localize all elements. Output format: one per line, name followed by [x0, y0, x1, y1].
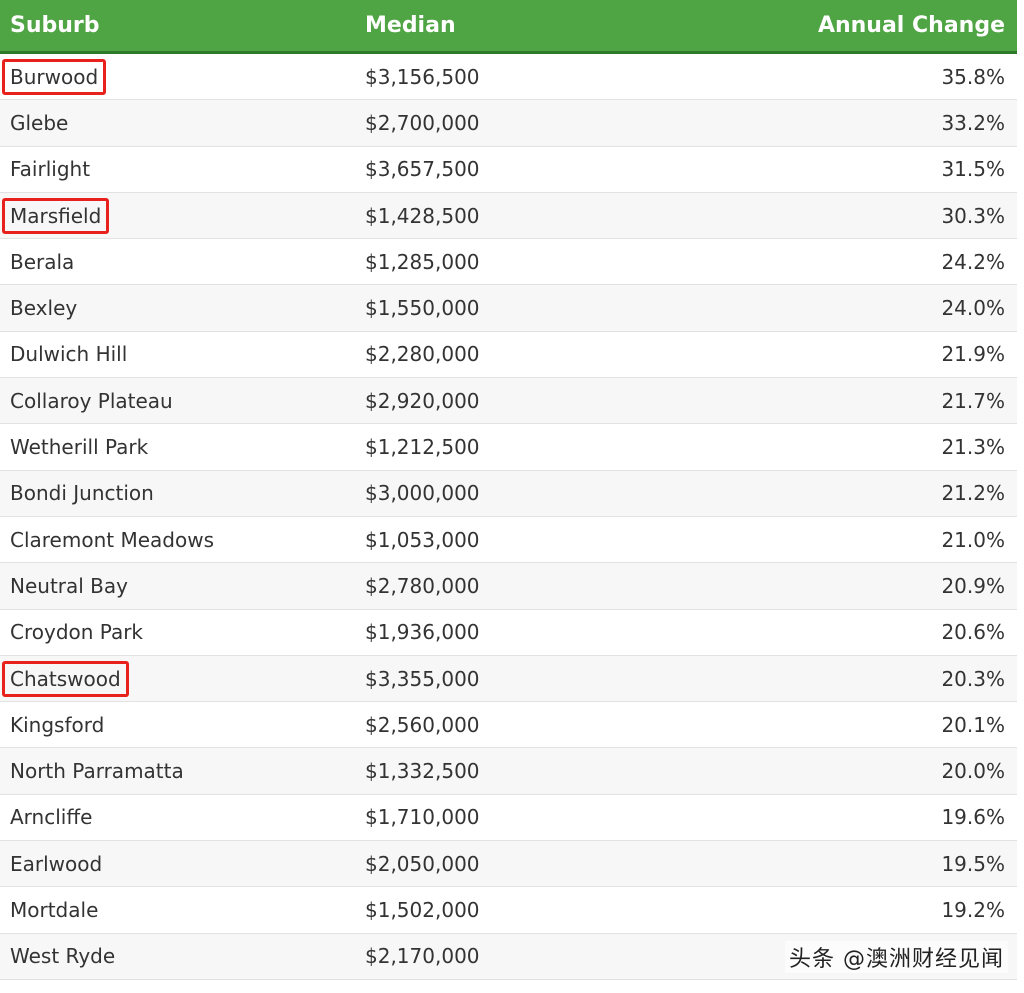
median-cell: $1,428,500: [365, 203, 480, 228]
median-cell: $2,280,000: [365, 342, 480, 367]
suburb-cell: Wetherill Park: [10, 435, 149, 460]
median-cell: $2,920,000: [365, 388, 480, 413]
median-cell: $2,560,000: [365, 712, 480, 737]
annual-change-cell: 21.9%: [941, 342, 1005, 367]
suburb-cell: Chatswood: [10, 666, 121, 691]
suburb-cell: Mortdale: [10, 897, 99, 922]
median-cell: $1,936,000: [365, 620, 480, 645]
annual-change-cell: 20.9%: [941, 573, 1005, 598]
table-row: Chatswood $3,355,000 20.3%: [0, 655, 1017, 703]
table-row: Kingsford $2,560,000 20.1%: [0, 702, 1017, 749]
median-cell: $3,657,500: [365, 157, 480, 182]
suburb-cell: Collaroy Plateau: [10, 388, 173, 413]
suburb-cell: Neutral Bay: [10, 573, 128, 598]
suburb-cell: Marsfield: [10, 203, 102, 228]
table-row: Bexley $1,550,000 24.0%: [0, 285, 1017, 332]
suburb-cell: Kingsford: [10, 712, 105, 737]
table-row: Bondi Junction $3,000,000 21.2%: [0, 470, 1017, 517]
table-row: Mortdale $1,502,000 19.2%: [0, 887, 1017, 934]
header-annual-change[interactable]: Annual Change: [817, 13, 1005, 38]
annual-change-cell: 19.2%: [941, 897, 1005, 922]
median-cell: $2,700,000: [365, 110, 480, 135]
annual-change-cell: 24.0%: [941, 296, 1005, 321]
suburb-cell: Berala: [10, 249, 75, 274]
suburb-cell: Claremont Meadows: [10, 527, 214, 552]
table-row: Fairlight $3,657,500 31.5%: [0, 147, 1017, 193]
table-row: Glebe $2,700,000 33.2%: [0, 100, 1017, 147]
median-cell: $1,502,000: [365, 897, 480, 922]
median-cell: $2,780,000: [365, 573, 480, 598]
annual-change-cell: 20.0%: [941, 759, 1005, 784]
suburb-cell: Earlwood: [10, 851, 103, 876]
median-cell: $2,170,000: [365, 944, 480, 969]
annual-change-cell: 20.6%: [941, 620, 1005, 645]
table-row: Earlwood $2,050,000 19.5%: [0, 841, 1017, 888]
annual-change-cell: 19.6%: [941, 805, 1005, 830]
suburb-cell: West Ryde: [10, 944, 116, 969]
median-cell: $1,710,000: [365, 805, 480, 830]
median-cell: $3,355,000: [365, 666, 480, 691]
annual-change-cell: 21.2%: [941, 481, 1005, 506]
annual-change-cell: 21.7%: [941, 388, 1005, 413]
median-cell: $1,053,000: [365, 527, 480, 552]
median-cell: $2,050,000: [365, 851, 480, 876]
table-row: Arncliffe $1,710,000 19.6%: [0, 795, 1017, 842]
table-row: Croydon Park $1,936,000 20.6%: [0, 610, 1017, 656]
suburb-cell: Dulwich Hill: [10, 342, 128, 367]
suburb-cell: Croydon Park: [10, 620, 144, 645]
table-header: Suburb Median Annual Change: [0, 0, 1017, 54]
annual-change-cell: 30.3%: [941, 203, 1005, 228]
median-cell: $1,550,000: [365, 296, 480, 321]
table-row: Marsfield $1,428,500 30.3%: [0, 192, 1017, 240]
header-suburb[interactable]: Suburb: [10, 13, 100, 38]
annual-change-cell: 20.1%: [941, 712, 1005, 737]
suburb-cell: Bexley: [10, 296, 78, 321]
suburb-cell: Burwood: [10, 64, 99, 89]
suburb-cell: Bondi Junction: [10, 481, 154, 506]
table-row: Neutral Bay $2,780,000 20.9%: [0, 563, 1017, 610]
median-cell: $3,000,000: [365, 481, 480, 506]
table-row: Collaroy Plateau $2,920,000 21.7%: [0, 378, 1017, 425]
annual-change-cell: 31.5%: [941, 157, 1005, 182]
table-row: Dulwich Hill $2,280,000 21.9%: [0, 332, 1017, 379]
median-cell: $3,156,500: [365, 64, 480, 89]
table-row: Wetherill Park $1,212,500 21.3%: [0, 424, 1017, 471]
suburb-cell: North Parramatta: [10, 759, 184, 784]
suburb-cell: Fairlight: [10, 157, 91, 182]
annual-change-cell: 24.2%: [941, 249, 1005, 274]
annual-change-cell: 35.8%: [941, 64, 1005, 89]
suburb-cell: Glebe: [10, 110, 69, 135]
annual-change-cell: 21.0%: [941, 527, 1005, 552]
median-cell: $1,332,500: [365, 759, 480, 784]
annual-change-cell: 19.5%: [941, 851, 1005, 876]
suburb-cell: Arncliffe: [10, 805, 93, 830]
table-row: Burwood $3,156,500 35.8%: [0, 54, 1017, 101]
table-row: Berala $1,285,000 24.2%: [0, 239, 1017, 286]
annual-change-cell: 33.2%: [941, 110, 1005, 135]
annual-change-cell: 21.3%: [941, 435, 1005, 460]
watermark: 头条 @澳洲财经见闻: [785, 941, 1008, 973]
table-row: North Parramatta $1,332,500 20.0%: [0, 748, 1017, 795]
median-cell: $1,285,000: [365, 249, 480, 274]
header-median[interactable]: Median: [365, 13, 456, 38]
median-cell: $1,212,500: [365, 435, 480, 460]
table-body: Burwood $3,156,500 35.8% Glebe $2,700,000 33.…: [0, 54, 1017, 980]
table-row: Claremont Meadows $1,053,000 21.0%: [0, 517, 1017, 564]
annual-change-cell: 20.3%: [941, 666, 1005, 691]
